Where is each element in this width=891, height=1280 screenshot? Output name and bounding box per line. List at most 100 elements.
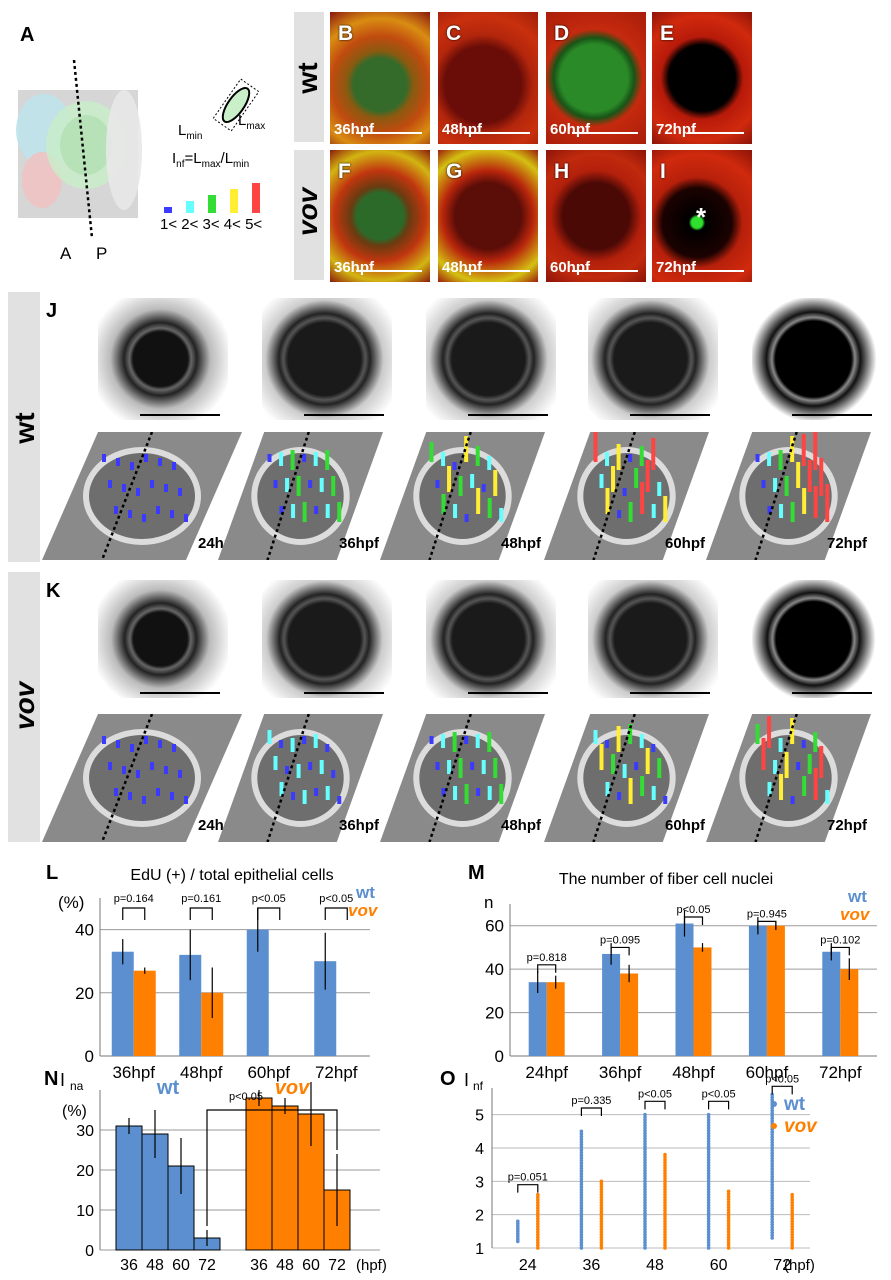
wt-nuclei-micrograph xyxy=(98,298,228,420)
inf-point-wt xyxy=(706,1115,711,1120)
scale-bar xyxy=(792,414,872,416)
timepoint-label: 72hpf xyxy=(656,259,697,276)
inf-point-wt xyxy=(643,1147,647,1152)
inf-point-wt xyxy=(643,1126,647,1130)
inf-bar xyxy=(325,504,330,518)
inf-point-wt xyxy=(706,1182,711,1186)
inf-point-vov xyxy=(663,1163,667,1168)
inf-point-wt xyxy=(770,1207,774,1211)
inf-point-wt xyxy=(643,1150,647,1154)
inf-point-wt xyxy=(706,1222,711,1226)
p-value: p<0.05 xyxy=(319,893,353,905)
inf-point-vov xyxy=(599,1206,604,1210)
inf-bar xyxy=(640,776,645,796)
inf-point-vov xyxy=(599,1216,604,1221)
inf-point-wt xyxy=(643,1200,647,1205)
inf-point-wt xyxy=(770,1137,774,1142)
inf-bar xyxy=(761,480,766,488)
inf-point-wt xyxy=(643,1246,647,1250)
wt-sidebar-j: wt xyxy=(8,292,40,562)
y-tick-label: 60 xyxy=(485,917,504,936)
inf-point-wt xyxy=(643,1206,647,1210)
inf-point-vov xyxy=(663,1190,667,1194)
inf-bar xyxy=(645,748,650,774)
scale-bar xyxy=(304,414,384,416)
inf-bar xyxy=(116,458,120,466)
inf-point-wt xyxy=(579,1148,584,1152)
inf-point-wt xyxy=(770,1199,774,1203)
inf-point-wt xyxy=(579,1203,584,1208)
inf-bar xyxy=(313,452,318,466)
inf-point-vov xyxy=(536,1216,540,1221)
timepoint-label: 36hpf xyxy=(334,121,375,138)
inf-point-wt xyxy=(770,1233,774,1238)
inf-bar xyxy=(291,504,296,518)
inf-point-vov xyxy=(536,1195,540,1200)
inf-point-vov xyxy=(663,1216,667,1221)
inf-point-vov xyxy=(726,1216,731,1221)
p-value: p=0.102 xyxy=(820,934,860,946)
inf-point-wt xyxy=(770,1230,774,1235)
lmax-main: L xyxy=(238,112,247,129)
inf-point-vov xyxy=(790,1219,794,1224)
inf-point-vov xyxy=(536,1208,540,1213)
inf-point-wt xyxy=(643,1182,647,1186)
inf-point-wt xyxy=(770,1095,774,1100)
inf-bar xyxy=(144,454,148,462)
p-value: p=0.051 xyxy=(508,1172,548,1184)
inf-bar xyxy=(452,462,457,470)
inf-bar xyxy=(290,738,295,752)
vov-nuclei-micrograph xyxy=(98,580,228,698)
inf-point-vov xyxy=(663,1208,667,1213)
inf-point-vov xyxy=(790,1216,794,1221)
inf-point-vov xyxy=(536,1222,540,1226)
vov-nuclei-micrograph xyxy=(426,580,556,698)
timepoint-label: 72hpf xyxy=(656,121,697,138)
inf-scale-legend: 1< 2< 3< 4< 5< xyxy=(160,216,263,233)
x-tick-label: 36hpf xyxy=(112,1063,155,1082)
inf-bar xyxy=(657,758,662,778)
inf-bar xyxy=(158,740,162,748)
bar-wt-36hpf xyxy=(602,953,621,1056)
bar-vov-36hpf xyxy=(620,973,639,1056)
inf-bar xyxy=(475,734,480,748)
inf-point-wt xyxy=(770,1214,774,1219)
wt-sidebar-j-label: wt xyxy=(9,412,40,444)
inf-point-wt xyxy=(579,1179,584,1184)
inf-point-vov xyxy=(663,1238,667,1242)
inf-point-wt xyxy=(579,1164,584,1168)
inf-bar xyxy=(464,514,469,522)
bar-vov-36hpf xyxy=(133,970,156,1056)
inf-point-wt xyxy=(706,1206,711,1210)
x-tick-label: 60 xyxy=(710,1257,728,1274)
inf-point-wt xyxy=(579,1153,584,1157)
inf-bar xyxy=(778,738,783,752)
inf-point-wt xyxy=(643,1118,647,1122)
inf-point-vov xyxy=(536,1238,540,1242)
inf-bar xyxy=(108,480,112,488)
scale-bar xyxy=(572,132,638,134)
inf-bar xyxy=(475,446,480,466)
inf-point-vov xyxy=(599,1203,604,1208)
inf-point-vov xyxy=(599,1190,604,1194)
inf-point-wt xyxy=(579,1150,584,1155)
inf-point-vov xyxy=(599,1184,604,1189)
bar-vov-48 xyxy=(271,1105,299,1251)
inf-point-vov xyxy=(726,1246,731,1250)
inf-point-vov xyxy=(536,1203,540,1208)
legend-wt: wt xyxy=(156,1077,180,1099)
bar-wt-48hpf xyxy=(675,923,694,1056)
formula-sub: nf xyxy=(176,159,185,170)
legend-vov: vov xyxy=(784,1116,818,1137)
inf-bar xyxy=(651,786,656,800)
inf-point-wt xyxy=(770,1225,774,1230)
inf-point-wt xyxy=(706,1240,711,1245)
inf-point-wt xyxy=(770,1172,774,1177)
vov-nuclei-micrograph xyxy=(752,580,880,698)
inf-bar xyxy=(302,502,307,522)
inf-point-vov xyxy=(790,1222,794,1226)
inf-bar xyxy=(773,760,778,774)
timepoint-label: 36hpf xyxy=(334,259,375,276)
inf-point-vov xyxy=(599,1227,604,1232)
inf-point-wt xyxy=(579,1232,584,1237)
